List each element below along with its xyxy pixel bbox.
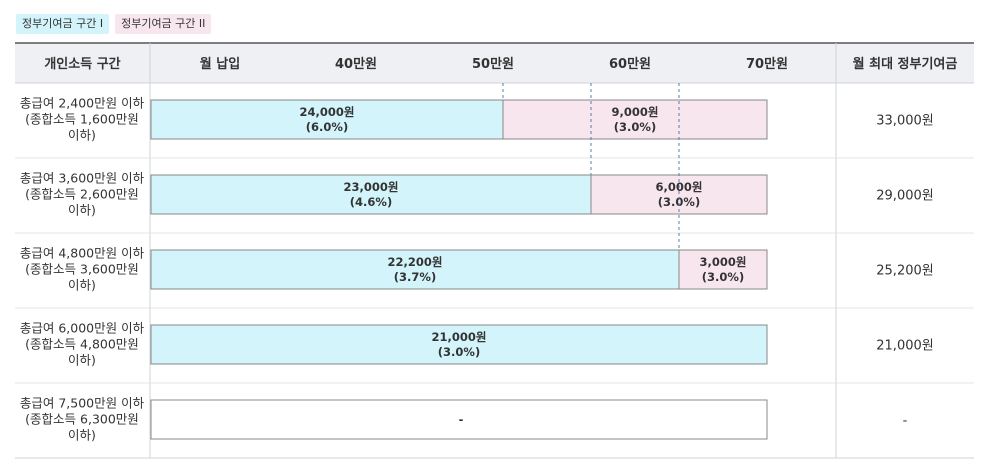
row-label-line: (종합소득 4,800만원 xyxy=(25,337,139,352)
x-tick-label: 50만원 xyxy=(472,56,514,72)
bar-segment-tier1 xyxy=(150,99,504,140)
row-label-line: 이하) xyxy=(68,278,96,293)
row-label-line: 이하) xyxy=(68,203,96,218)
bar-segment-tier2 xyxy=(678,249,768,290)
row-label-line: 총급여 7,500만원 이하 xyxy=(20,396,145,411)
bar-rate-label: (3.0%) xyxy=(702,270,744,284)
x-tick-label: 60만원 xyxy=(609,56,651,72)
bar-amount-label: 9,000원 xyxy=(612,105,659,119)
bar-empty-label: - xyxy=(459,413,464,427)
row-label-line: (종합소득 6,300만원 xyxy=(25,412,139,427)
row-label-line: (종합소득 1,600만원 xyxy=(25,112,139,127)
legend-tier2: 정부기여금 구간 II xyxy=(115,14,212,34)
header-monthly-payment: 월 납입 xyxy=(200,56,240,72)
legend: 정부기여금 구간 I 정부기여금 구간 II xyxy=(16,14,212,34)
x-tick-label: 40만원 xyxy=(335,56,377,72)
row-label-line: 총급여 2,400만원 이하 xyxy=(20,96,145,111)
bar-rate-label: (3.0%) xyxy=(438,345,480,359)
row-label-line: 총급여 6,000만원 이하 xyxy=(20,321,145,336)
legend-tier1: 정부기여금 구간 I xyxy=(16,14,110,34)
row-label-line: (종합소득 2,600만원 xyxy=(25,187,139,202)
bar-segment-tier2 xyxy=(502,99,768,140)
header-max-contribution: 월 최대 정부기여금 xyxy=(853,56,958,72)
header-income-bracket: 개인소득 구간 xyxy=(44,56,120,72)
row-label-line: 이하) xyxy=(68,353,96,368)
bar-segment-tier1 xyxy=(150,249,680,290)
header-background xyxy=(15,43,974,83)
bar-rate-label: (4.6%) xyxy=(350,195,392,209)
bar-amount-label: 22,200원 xyxy=(388,255,443,269)
bar-amount-label: 24,000원 xyxy=(300,105,355,119)
x-tick-label: 70만원 xyxy=(746,56,788,72)
bar-segment-tier1 xyxy=(150,324,768,365)
max-contribution-value: 21,000원 xyxy=(876,339,933,354)
row-label-line: 이하) xyxy=(68,128,96,143)
bar-amount-label: 21,000원 xyxy=(432,330,487,344)
max-contribution-value: 25,200원 xyxy=(876,264,933,279)
max-contribution-value: - xyxy=(903,414,908,429)
bar-rate-label: (6.0%) xyxy=(306,120,348,134)
bar-rate-label: (3.0%) xyxy=(614,120,656,134)
row-label-line: 총급여 4,800만원 이하 xyxy=(20,246,145,261)
max-contribution-value: 29,000원 xyxy=(876,189,933,204)
bar-segment-tier2 xyxy=(590,174,768,215)
max-contribution-value: 33,000원 xyxy=(876,114,933,129)
bar-empty xyxy=(150,399,768,440)
bar-rate-label: (3.0%) xyxy=(658,195,700,209)
bar-amount-label: 23,000원 xyxy=(344,180,399,194)
row-label-line: 총급여 3,600만원 이하 xyxy=(20,171,145,186)
row-label-line: 이하) xyxy=(68,428,96,443)
bar-rate-label: (3.7%) xyxy=(394,270,436,284)
row-label-line: (종합소득 3,600만원 xyxy=(25,262,139,277)
bar-amount-label: 3,000원 xyxy=(700,255,747,269)
